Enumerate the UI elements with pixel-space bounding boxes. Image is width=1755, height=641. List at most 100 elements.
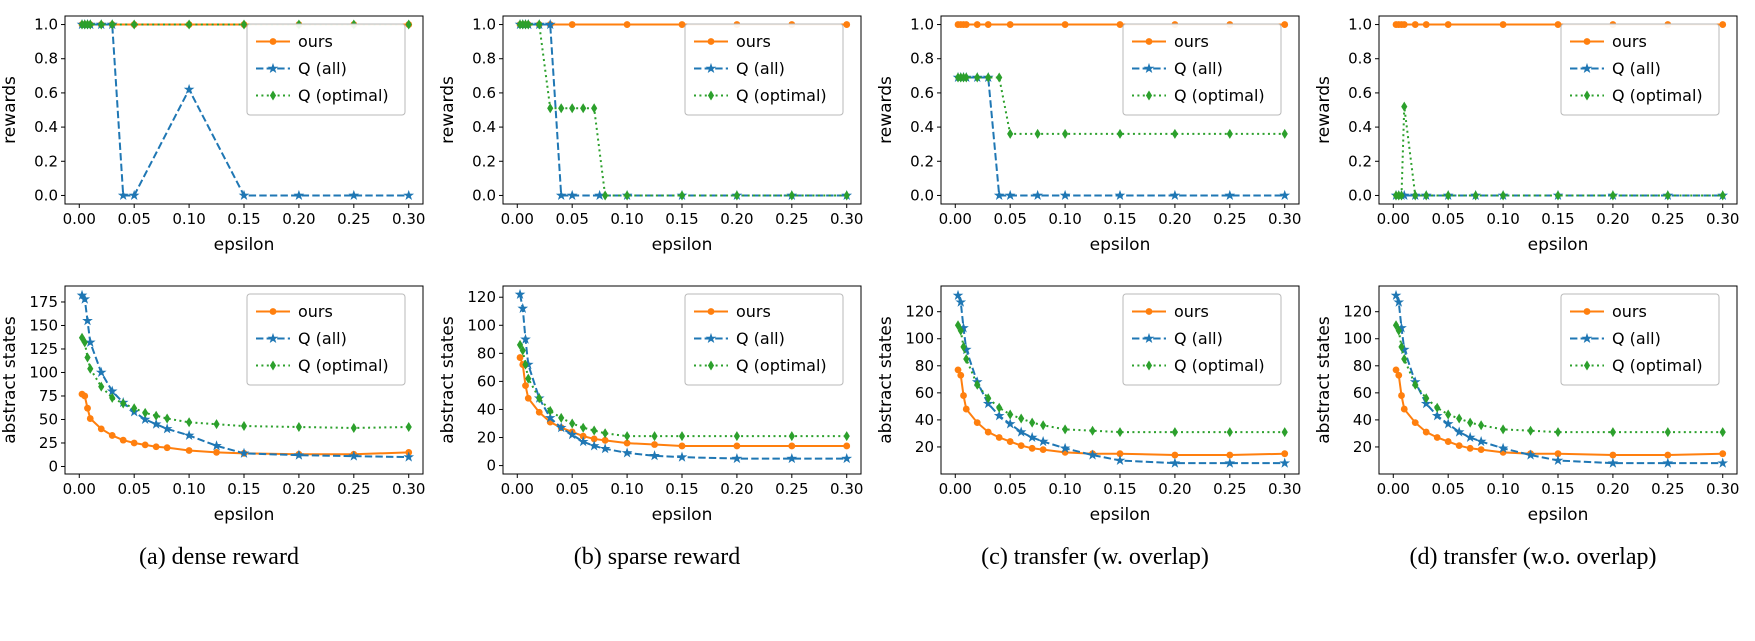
svg-text:175: 175 [29, 293, 58, 311]
circle-marker [1554, 21, 1562, 28]
diamond-marker [405, 422, 412, 432]
svg-text:0.15: 0.15 [665, 210, 698, 228]
star-marker [1037, 435, 1049, 447]
circle-marker [1171, 451, 1179, 459]
star-marker [267, 62, 279, 74]
circle-marker [1422, 21, 1430, 28]
svg-text:1.0: 1.0 [472, 16, 496, 34]
circle-marker [707, 308, 715, 315]
diamond-marker [1029, 417, 1036, 428]
star-marker [649, 450, 660, 461]
circle-marker [97, 425, 105, 433]
caption-row: (a) dense reward (b) sparse reward (c) t… [0, 544, 1752, 571]
diamond-marker [84, 352, 91, 363]
svg-text:0.15: 0.15 [227, 210, 260, 228]
circle-marker [119, 436, 127, 444]
diamond-marker [547, 103, 554, 114]
diamond-marker [525, 19, 532, 30]
x-axis: 0.00 0.05 0.10 0.15 0.20 0.25 0.30 [63, 474, 425, 498]
svg-text:20: 20 [1353, 438, 1372, 456]
star-marker [1059, 442, 1071, 453]
diamond-marker [1445, 409, 1452, 420]
diamond-marker [1061, 128, 1069, 139]
diamond-marker [974, 72, 981, 83]
circle-marker [788, 442, 796, 450]
svg-text:0.25: 0.25 [1651, 480, 1684, 498]
circle-marker [1006, 438, 1014, 445]
chart-svg-c-top: 0.00 0.05 0.10 0.15 0.20 0.25 0.30 0.0 0.2 0.4 0.6… [877, 15, 1301, 255]
diamond-marker [98, 381, 105, 392]
x-axis: 0.00 0.05 0.10 0.15 0.20 0.25 0.30 [1377, 204, 1739, 228]
diamond-marker [602, 428, 609, 439]
diamond-marker [522, 359, 529, 370]
diamond-marker [269, 360, 277, 371]
legend-label: Q (all) [1174, 59, 1223, 78]
circle-marker [524, 394, 532, 402]
diamond-marker [580, 103, 587, 114]
svg-text:0.2: 0.2 [472, 152, 496, 170]
diamond-marker [1467, 417, 1474, 428]
chart-svg-a-top: 0.00 0.05 0.10 0.15 0.20 0.25 0.30 0.0 0.2 0.4 0.6… [1, 15, 425, 255]
circle-marker [1719, 450, 1727, 458]
svg-text:60: 60 [1353, 384, 1372, 402]
circle-marker [623, 439, 631, 447]
diamond-marker [240, 19, 248, 30]
star-marker [594, 189, 605, 200]
svg-text:0.15: 0.15 [1541, 210, 1574, 228]
star-marker [566, 429, 578, 440]
star-marker [555, 189, 567, 200]
diamond-marker [1456, 413, 1463, 424]
y-axis-label: rewards [439, 76, 458, 144]
diamond-marker [1664, 190, 1671, 201]
svg-text:0.20: 0.20 [1158, 480, 1191, 498]
circle-marker [678, 442, 686, 450]
legend-label: Q (all) [1612, 329, 1661, 348]
svg-text:100: 100 [467, 316, 496, 334]
legend-label: Q (optimal) [1174, 356, 1265, 375]
svg-text:0.05: 0.05 [993, 480, 1026, 498]
svg-text:0.25: 0.25 [337, 210, 370, 228]
diamond-marker [98, 19, 105, 30]
chart-svg-d-bottom: 0.00 0.05 0.10 0.15 0.20 0.25 0.30 20 40 60 80 100 1… [1315, 285, 1739, 525]
y-axis: 0 25 50 75 100 125 150 175 [29, 293, 65, 475]
star-marker [1224, 457, 1236, 468]
svg-text:0.05: 0.05 [117, 480, 150, 498]
circle-marker [185, 447, 193, 454]
diamond-marker [1116, 427, 1124, 438]
diamond-marker [1007, 409, 1014, 420]
y-axis-label: abstract states [1315, 316, 1334, 444]
star-marker [293, 449, 305, 460]
star-marker [1279, 189, 1291, 200]
star-marker [621, 447, 633, 458]
diamond-marker [707, 90, 715, 101]
svg-text:0.2: 0.2 [1348, 152, 1372, 170]
circle-marker [1281, 450, 1289, 458]
star-marker [1004, 189, 1016, 200]
svg-text:125: 125 [29, 340, 58, 358]
svg-text:120: 120 [467, 288, 496, 306]
legend: ours Q (all) Q (optimal) [1122, 293, 1282, 386]
svg-text:100: 100 [905, 330, 934, 348]
diamond-marker [678, 190, 686, 201]
star-marker [128, 189, 140, 200]
circle-marker [1477, 446, 1485, 454]
caption-a: (a) dense reward [139, 544, 299, 570]
circle-marker [984, 21, 992, 28]
circle-marker [973, 21, 981, 28]
legend-label: ours [298, 32, 333, 51]
svg-text:0.10: 0.10 [610, 210, 643, 228]
caption-b: (b) sparse reward [573, 544, 741, 570]
svg-text:0.6: 0.6 [34, 84, 58, 102]
svg-text:0.30: 0.30 [1268, 480, 1301, 498]
circle-marker [623, 21, 631, 28]
legend-label: Q (optimal) [298, 86, 389, 105]
star-marker [1607, 457, 1619, 468]
star-marker [1525, 449, 1536, 460]
svg-text:20: 20 [915, 438, 934, 456]
star-marker [1114, 454, 1126, 466]
svg-text:0.4: 0.4 [910, 118, 934, 136]
x-axis-label: epsilon [652, 505, 713, 525]
star-marker [238, 447, 250, 458]
svg-text:0.4: 0.4 [472, 118, 496, 136]
circle-marker [269, 38, 277, 45]
